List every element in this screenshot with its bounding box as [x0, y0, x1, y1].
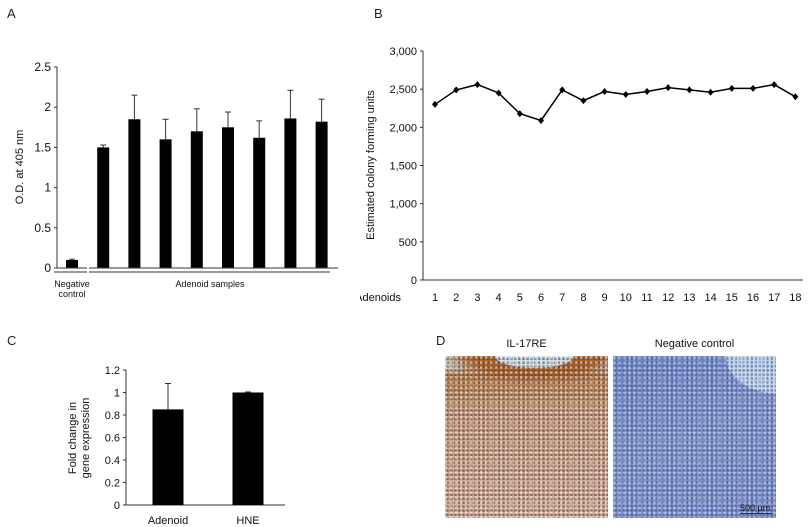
y-tick-label: 0.4 — [105, 455, 120, 467]
data-point — [538, 116, 544, 124]
data-point — [665, 84, 672, 92]
x-tick-label: 15 — [726, 292, 738, 304]
y-tick-label: 1 — [44, 181, 51, 195]
chart-c-fold-change: 0 0.2 0.4 0.6 0.8 1 1.2 Adenoid HNE Fold change i… — [67, 365, 285, 527]
data-point — [771, 81, 778, 89]
data-line — [434, 83, 796, 122]
bar — [253, 137, 266, 268]
bar — [315, 121, 328, 268]
micrograph-title-negative-control: Negative control — [654, 338, 735, 350]
x-tick-label: 6 — [538, 292, 544, 304]
micrograph-negative-control — [613, 356, 776, 518]
x-tick-label: HNE — [236, 515, 259, 527]
group-label-negative: Negative — [54, 279, 90, 289]
x-tick-label: 9 — [602, 292, 608, 304]
y-tick-label: 3,000 — [389, 46, 417, 58]
y-tick-label: 500 — [399, 237, 417, 249]
x-tick-label: 8 — [580, 292, 586, 304]
y-axis-label-line1: Fold change in — [67, 402, 79, 474]
x-tick-label: 13 — [683, 292, 695, 304]
bar — [190, 131, 203, 268]
y-tick-label: 1,000 — [389, 199, 417, 211]
data-point — [559, 86, 566, 94]
y-tick-label: 0 — [114, 500, 120, 512]
y-tick-label: 0.5 — [34, 221, 51, 235]
x-tick-label: 12 — [662, 292, 674, 304]
y-tick-label: 1.5 — [34, 140, 51, 154]
data-point — [686, 86, 693, 94]
data-point — [432, 100, 438, 108]
bar — [222, 127, 234, 268]
panel-label-b: B — [374, 6, 383, 21]
x-tick-label: 14 — [704, 292, 716, 304]
data-point — [601, 87, 608, 95]
y-tick-label: 1.2 — [105, 365, 120, 377]
data-point — [750, 84, 756, 92]
y-tick-label: 1,500 — [389, 161, 417, 173]
data-point — [474, 81, 481, 89]
x-tick-label: Adenoid — [148, 515, 188, 527]
y-axis-label-line2: gene expression — [80, 398, 92, 479]
y-tick-label: 0 — [44, 261, 51, 275]
data-point — [622, 91, 629, 99]
y-axis-label: O.D. at 405 nm — [14, 130, 26, 205]
x-tick-label: 7 — [559, 292, 565, 304]
data-point — [707, 88, 714, 96]
micrograph-il17re — [445, 356, 608, 518]
x-tick-label: 17 — [768, 292, 780, 304]
x-tick-label: 5 — [517, 292, 523, 304]
bar — [284, 118, 297, 269]
y-tick-label: 2.5 — [34, 60, 51, 74]
y-tick-label: 2 — [44, 100, 51, 114]
data-point — [792, 93, 799, 101]
x-tick-label: 10 — [620, 292, 632, 304]
scale-bar — [740, 513, 772, 514]
panel-label-c: C — [7, 333, 17, 348]
y-tick-label: 0.6 — [105, 433, 120, 445]
bar — [232, 392, 264, 505]
group-label-control: control — [58, 289, 85, 299]
y-tick-label: 0 — [411, 275, 417, 287]
y-tick-label: 2,500 — [389, 84, 417, 96]
group-label-adenoid: Adenoid samples — [175, 279, 245, 289]
micrograph-title-il17re: IL-17RE — [506, 338, 547, 350]
data-point — [453, 86, 460, 94]
data-point — [495, 89, 502, 97]
bar — [97, 147, 110, 268]
bar — [152, 409, 184, 505]
bar — [66, 259, 78, 268]
bar — [159, 139, 172, 268]
bar — [128, 119, 141, 268]
x-tick-label: 4 — [496, 292, 502, 304]
panel-label-a: A — [7, 6, 16, 21]
x-tick-label: 16 — [747, 292, 759, 304]
y-tick-label: 0.2 — [105, 478, 120, 490]
data-point — [644, 87, 650, 95]
scale-bar-label: 500 µm — [740, 503, 771, 513]
x-tick-label: 3 — [474, 292, 480, 304]
y-tick-label: 0.8 — [105, 410, 120, 422]
panel-label-d: D — [436, 333, 446, 348]
data-point — [728, 84, 735, 92]
x-tick-label: 11 — [641, 292, 652, 304]
x-tick-label: 1 — [432, 292, 438, 304]
y-axis-label: Estimated colony forming units — [365, 90, 377, 240]
data-point — [580, 97, 587, 105]
x-tick-label: 18 — [789, 292, 801, 304]
y-tick-label: 1 — [114, 388, 120, 400]
x-tick-label: 2 — [453, 292, 459, 304]
y-tick-label: 2,000 — [389, 122, 417, 134]
data-point — [516, 110, 523, 118]
